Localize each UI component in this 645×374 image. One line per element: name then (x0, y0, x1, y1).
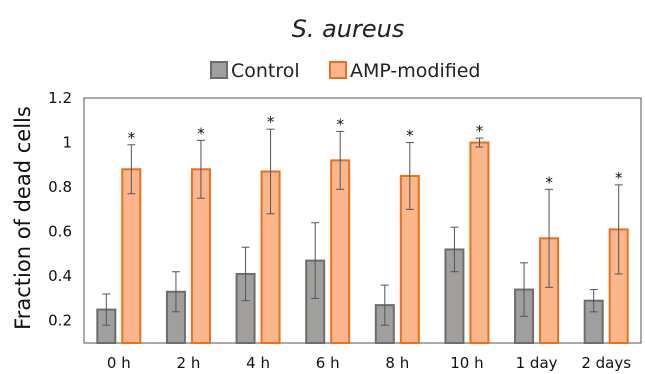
x-tick-label: 2 days (581, 354, 631, 372)
chart-title: S. aureus (292, 15, 405, 43)
y-tick-label: 1 (62, 134, 72, 152)
y-axis-ticks: 0.2 0.4 0.6 0.8 1 1.2 (48, 89, 72, 330)
plot-area-border (83, 97, 642, 344)
x-tick-label: 0 h (107, 354, 131, 372)
y-tick-label: 0.8 (48, 178, 72, 196)
y-tick-label: 1.2 (48, 89, 72, 107)
x-tick-label: 10 h (450, 354, 483, 372)
legend-label-control: Control (231, 60, 300, 82)
significance-marker: * (267, 113, 275, 131)
x-axis-ticks: 0 h 2 h 4 h 6 h 8 h 10 h 1 day 2 days (107, 354, 631, 372)
y-tick-label: 0.2 (48, 312, 72, 330)
bars: * * * * * * * * (96, 113, 629, 345)
significance-marker: * (476, 122, 484, 140)
x-tick-label: 8 h (385, 354, 409, 372)
y-axis-label: Fraction of dead cells (11, 106, 35, 330)
significance-marker: * (545, 173, 553, 191)
legend-swatch-control (210, 61, 228, 79)
bar-amp-modified (469, 141, 490, 344)
legend: Control AMP-modified (210, 60, 480, 82)
y-tick-label: 0.4 (48, 267, 72, 285)
x-tick-label: 1 day (516, 354, 558, 372)
x-tick-label: 4 h (246, 354, 270, 372)
legend-label-amp-modified: AMP-modified (350, 60, 480, 82)
significance-marker: * (197, 124, 205, 142)
bar-group: * (305, 115, 351, 344)
bar-group: * (235, 113, 281, 345)
bar-group: * (374, 127, 420, 344)
bar-group: * (514, 173, 560, 344)
bar-group: * (583, 169, 629, 345)
y-tick-label: 0.6 (48, 223, 72, 241)
bar-group: * (96, 129, 142, 345)
significance-marker: * (615, 169, 623, 187)
significance-marker: * (336, 115, 344, 133)
bar-group: * (444, 122, 490, 344)
bar-group: * (165, 124, 211, 345)
x-tick-label: 6 h (316, 354, 340, 372)
legend-swatch-amp-modified (329, 61, 347, 79)
significance-marker: * (406, 127, 414, 145)
significance-marker: * (128, 129, 136, 147)
bar-amp-modified (121, 168, 142, 344)
x-tick-label: 2 h (177, 354, 201, 372)
